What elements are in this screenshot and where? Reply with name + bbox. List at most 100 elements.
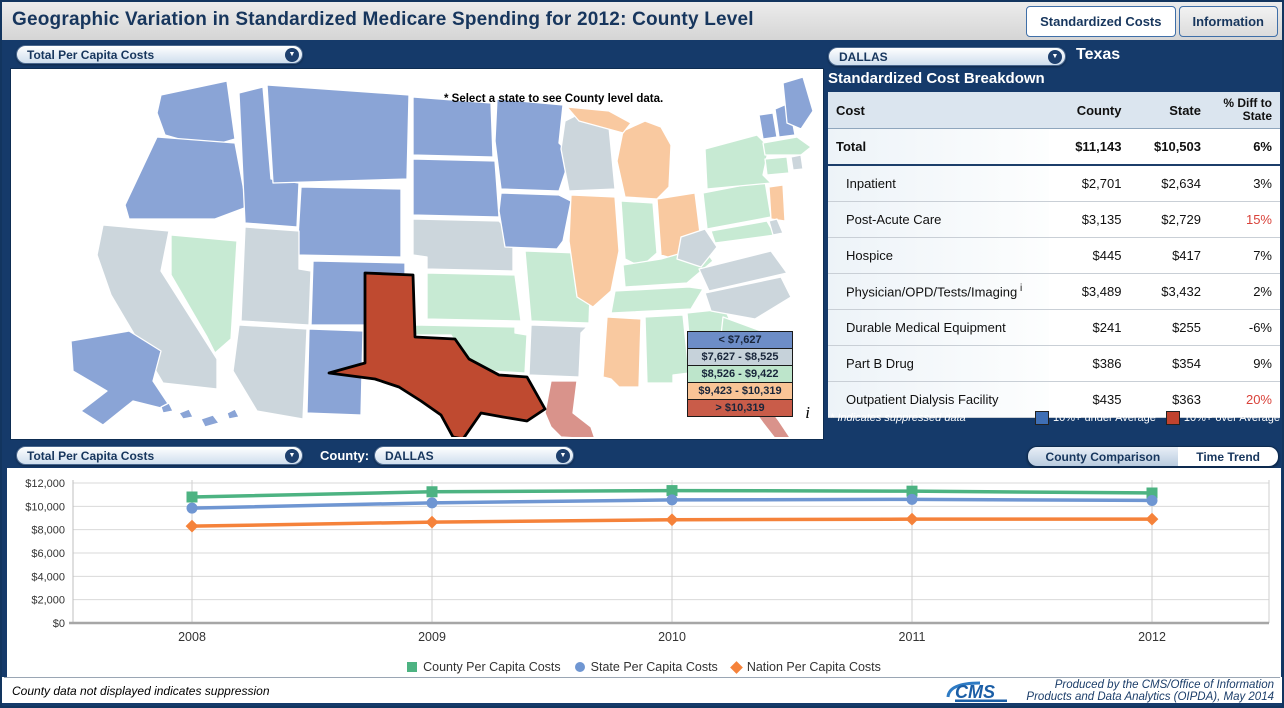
breakdown-title: Standardized Cost Breakdown <box>828 70 1045 87</box>
chevron-down-icon[interactable]: ▼ <box>556 449 570 463</box>
state-IL[interactable] <box>568 194 620 308</box>
state-MA[interactable] <box>762 136 812 156</box>
time-trend-section: Total Per Capita Costs ▼ County: DALLAS … <box>2 442 1282 677</box>
chart-legend-label: State Per Capita Costs <box>590 660 718 674</box>
top-tabs: Standardized Costs Information <box>1026 6 1278 37</box>
y-tick-label: $6,000 <box>31 548 65 560</box>
state-AL[interactable] <box>644 314 690 384</box>
state-WA[interactable] <box>156 80 236 148</box>
data-point-diamond[interactable] <box>665 513 679 527</box>
page-title: Geographic Variation in Standardized Med… <box>12 9 754 30</box>
state-HI[interactable] <box>160 402 174 414</box>
state-NC[interactable] <box>704 276 792 320</box>
state-IN[interactable] <box>620 200 658 268</box>
state-AZ[interactable] <box>232 324 308 420</box>
trend-metric-dropdown-value: Total Per Capita Costs <box>27 448 155 463</box>
state-OR[interactable] <box>124 136 248 220</box>
chart-legend-item: State Per Capita Costs <box>574 660 718 674</box>
diff-value: 6% <box>1207 128 1280 166</box>
county-value: $241 <box>1049 309 1128 346</box>
state-MS[interactable] <box>602 316 642 388</box>
state-MT[interactable] <box>266 84 410 184</box>
chevron-down-icon[interactable]: ▼ <box>285 449 299 463</box>
chevron-down-icon[interactable]: ▼ <box>285 48 299 62</box>
state-UT[interactable] <box>240 226 312 326</box>
y-tick-label: $10,000 <box>25 501 65 513</box>
data-point-circle[interactable] <box>426 497 438 509</box>
state-ND[interactable] <box>412 96 494 158</box>
state-HI[interactable] <box>178 408 194 420</box>
info-icon[interactable]: i <box>805 403 810 422</box>
us-map[interactable] <box>11 69 821 437</box>
cost-category-label: Part B Drug <box>828 345 1049 382</box>
state-DE[interactable] <box>768 218 784 236</box>
state-MI[interactable] <box>616 120 672 200</box>
chart-legend-label: Nation Per Capita Costs <box>746 660 881 674</box>
state-VT[interactable] <box>758 112 778 140</box>
state-TX[interactable] <box>327 271 547 437</box>
table-row: Outpatient Dialysis Facility $435 $363 20% <box>828 381 1280 418</box>
state-HI[interactable] <box>226 408 240 420</box>
state-NV[interactable] <box>170 234 238 354</box>
state-NJ[interactable] <box>768 184 786 222</box>
state-HI[interactable] <box>200 414 220 428</box>
cost-category-label: Physician/OPD/Tests/Imaging i <box>828 273 1049 310</box>
x-tick-label: 2011 <box>899 630 926 644</box>
data-point-circle[interactable] <box>666 494 678 506</box>
data-point-square[interactable] <box>666 485 678 497</box>
data-point-diamond[interactable] <box>425 515 439 529</box>
data-point-diamond[interactable] <box>185 519 199 533</box>
trend-metric-dropdown[interactable]: Total Per Capita Costs ▼ <box>16 446 303 465</box>
state-MI[interactable] <box>566 106 632 134</box>
tab-information[interactable]: Information <box>1178 6 1278 37</box>
state-MN[interactable] <box>494 98 572 192</box>
trend-county-dropdown[interactable]: DALLAS ▼ <box>374 446 574 465</box>
tab-standardized-costs[interactable]: Standardized Costs <box>1026 6 1176 37</box>
state-LA[interactable] <box>544 380 596 437</box>
data-point-square[interactable] <box>906 485 918 497</box>
legend-label: 10%+ under Average <box>1053 412 1156 424</box>
state-KS[interactable] <box>426 272 522 322</box>
data-point-square[interactable] <box>426 486 438 498</box>
state-WY[interactable] <box>296 186 402 258</box>
state-OK[interactable] <box>414 324 528 374</box>
col-state: State <box>1127 92 1207 129</box>
tab-time-trend[interactable]: Time Trend <box>1178 447 1278 466</box>
map-legend-row: $9,423 - $10,319 <box>688 382 792 399</box>
state-WV[interactable] <box>676 228 718 268</box>
county-value: $3,489 <box>1049 273 1128 310</box>
state-value: $255 <box>1127 309 1207 346</box>
cost-category-label: Durable Medical Equipment <box>828 309 1049 346</box>
state-CT[interactable] <box>764 156 790 176</box>
data-point-diamond[interactable] <box>1145 512 1159 526</box>
state-IA[interactable] <box>498 192 572 250</box>
cost-breakdown-panel: DALLAS ▼ Texas Standardized Cost Breakdo… <box>826 40 1282 442</box>
state-ME[interactable] <box>782 76 814 130</box>
chevron-down-icon[interactable]: ▼ <box>1048 50 1062 64</box>
legend-swatch-icon <box>1035 411 1050 425</box>
state-NY[interactable] <box>704 134 772 190</box>
data-point-square[interactable] <box>1146 487 1158 499</box>
suppression-footnote: County data not displayed indicates supp… <box>12 684 270 698</box>
state-AK[interactable] <box>70 330 174 426</box>
state-ID[interactable] <box>238 86 300 228</box>
county-dropdown[interactable]: DALLAS ▼ <box>828 47 1066 66</box>
tab-county-comparison[interactable]: County Comparison <box>1027 447 1179 466</box>
state-VA[interactable] <box>698 250 788 292</box>
state-value: $363 <box>1127 381 1207 418</box>
data-point-diamond[interactable] <box>905 512 919 526</box>
map-legend-row: > $10,319 <box>688 399 792 416</box>
state-SD[interactable] <box>412 158 500 218</box>
data-point-circle[interactable] <box>186 502 198 514</box>
state-CA[interactable] <box>96 224 218 390</box>
state-NE[interactable] <box>412 218 514 272</box>
data-point-circle[interactable] <box>906 493 918 505</box>
data-point-circle[interactable] <box>1146 494 1158 506</box>
y-tick-label: $8,000 <box>31 525 65 537</box>
x-tick-label: 2008 <box>178 630 206 644</box>
data-point-square[interactable] <box>186 491 198 503</box>
state-RI[interactable] <box>790 154 804 171</box>
state-TN[interactable] <box>610 286 704 314</box>
map-metric-dropdown[interactable]: Total Per Capita Costs ▼ <box>16 45 303 64</box>
state-AR[interactable] <box>528 324 588 378</box>
